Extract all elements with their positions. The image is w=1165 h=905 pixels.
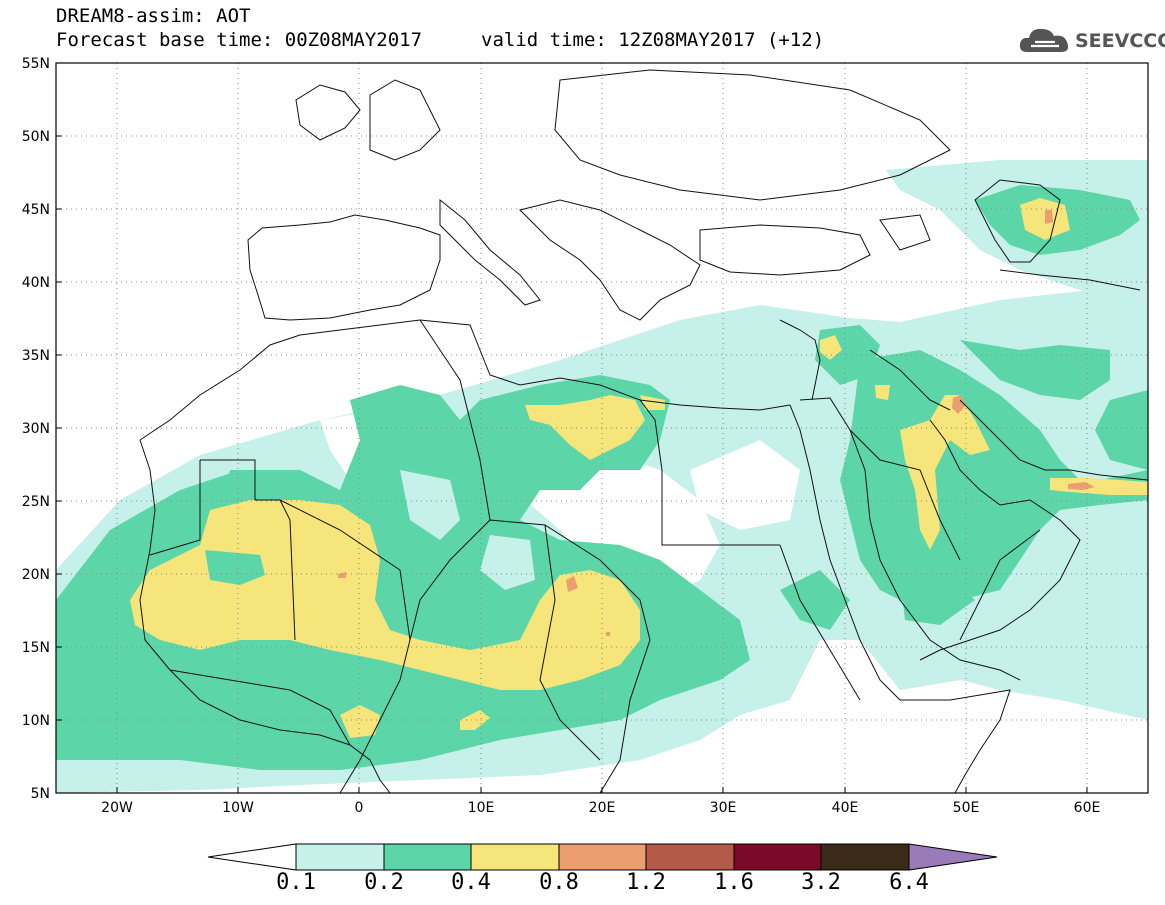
colorbar-segment xyxy=(295,843,385,871)
axis-ticks xyxy=(56,62,1088,794)
lat-label: 45N xyxy=(22,202,50,218)
seevccc-logo: SEEVCCC xyxy=(1017,22,1165,58)
colorbar-label: 0.2 xyxy=(364,870,404,895)
colorbar-segment xyxy=(470,843,560,871)
lon-label: 40E xyxy=(832,800,859,816)
valid-time: valid time: 12Z08MAY2017 (+12) xyxy=(481,29,825,51)
lon-label: 20E xyxy=(589,800,616,816)
lat-label: 15N xyxy=(22,640,50,656)
graticule xyxy=(56,63,1148,793)
aot-level-0.4 xyxy=(130,198,1148,738)
lat-label: 25N xyxy=(22,494,50,510)
lon-label: 30E xyxy=(710,800,737,816)
colorbar xyxy=(207,843,998,871)
lat-label: 55N xyxy=(22,56,50,72)
colorbar-segment xyxy=(558,843,647,871)
lat-label: 40N xyxy=(22,275,50,291)
aot-level-0.8 xyxy=(338,210,1095,636)
colorbar-label: 0.4 xyxy=(451,870,491,895)
colorbar-label: 0.1 xyxy=(276,870,316,895)
longitude-labels: 20W 10W 0 10E 20E 30E 40E 50E 60E xyxy=(101,800,1100,816)
lat-label: 50N xyxy=(22,129,50,145)
colorbar-high-arrow xyxy=(908,843,998,871)
lon-label: 0 xyxy=(355,800,364,816)
logo-text: SEEVCCC xyxy=(1075,30,1165,52)
colorbar-segment xyxy=(733,843,822,871)
colorbar-label: 1.2 xyxy=(626,870,666,895)
lon-label: 10E xyxy=(468,800,495,816)
colorbar-segment xyxy=(820,843,910,871)
lon-label: 20W xyxy=(101,800,133,816)
colorbar-label: 1.6 xyxy=(714,870,754,895)
aot-fields xyxy=(56,160,1148,793)
map-title: DREAM8-assim: AOT xyxy=(56,5,251,27)
lon-label: 50E xyxy=(953,800,980,816)
lat-label: 20N xyxy=(22,567,50,583)
coastlines-borders xyxy=(139,69,1148,793)
colorbar-low-arrow xyxy=(207,843,297,871)
latitude-labels: 55N 50N 45N 40N 35N 30N 25N 20N 15N 10N … xyxy=(22,56,50,802)
colorbar-segment xyxy=(383,843,472,871)
lat-label: 5N xyxy=(31,786,50,802)
lat-label: 35N xyxy=(22,348,50,364)
colorbar-segment xyxy=(645,843,735,871)
forecast-base-time: Forecast base time: 00Z08MAY2017 xyxy=(56,29,423,51)
lon-label: 10W xyxy=(222,800,254,816)
lon-label: 60E xyxy=(1074,800,1101,816)
colorbar-label: 3.2 xyxy=(801,870,841,895)
colorbar-label: 0.8 xyxy=(539,870,579,895)
colorbar-label: 6.4 xyxy=(889,870,929,895)
cloud-logo-icon xyxy=(1019,28,1069,52)
lat-label: 10N xyxy=(22,713,50,729)
lat-label: 30N xyxy=(22,421,50,437)
